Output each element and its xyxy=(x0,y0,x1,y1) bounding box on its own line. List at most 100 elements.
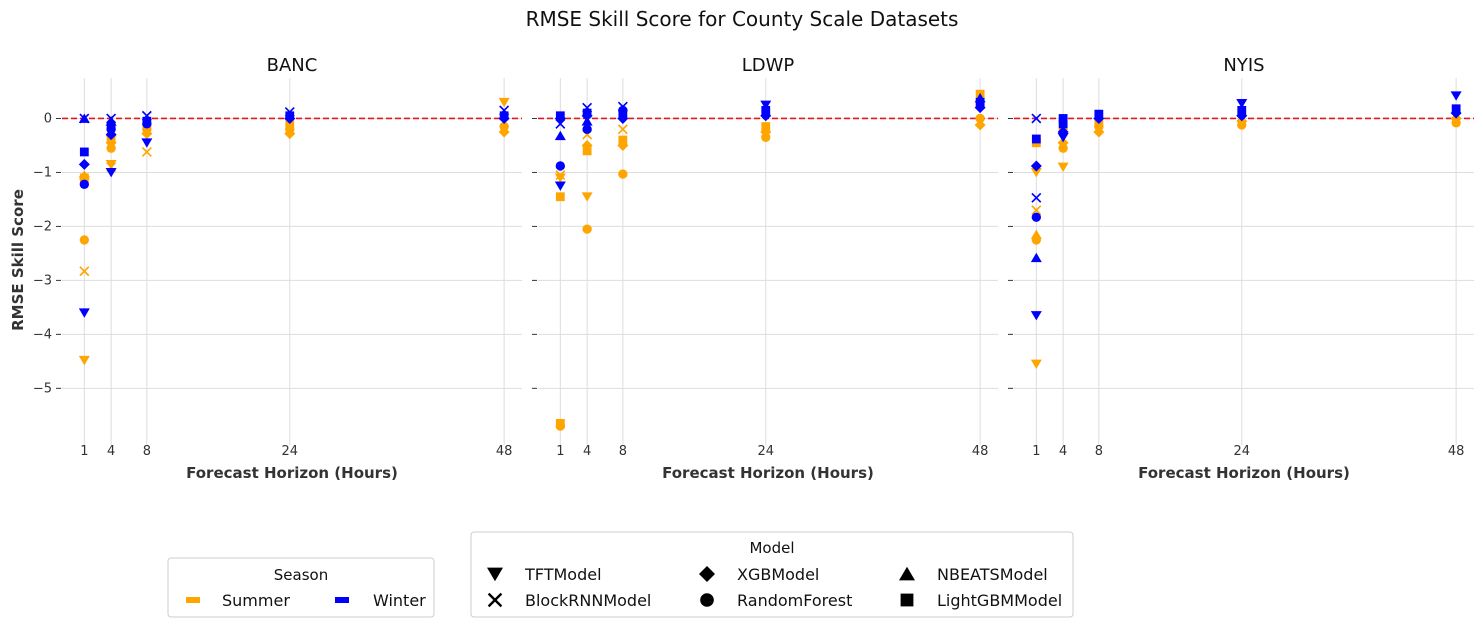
x-axis-label: Forecast Horizon (Hours) xyxy=(186,464,398,482)
data-point-randomforest xyxy=(1031,212,1042,222)
panel-title: LDWP xyxy=(742,55,795,76)
season-legend-label: Winter xyxy=(373,591,426,610)
data-point-blockrnnmodel xyxy=(582,102,593,113)
x-tick-label: 48 xyxy=(496,444,513,459)
data-point-xgbmodel xyxy=(78,158,90,170)
y-tick-label: −5 xyxy=(33,381,52,396)
data-point-lightgbmmodel xyxy=(1031,134,1041,144)
x-tick-label: 4 xyxy=(583,444,591,459)
data-point-xgbmodel xyxy=(1057,137,1069,149)
data-point-nbeatsmodel xyxy=(1030,252,1042,263)
y-tick-label: 0 xyxy=(44,111,52,126)
data-point-lightgbmmodel xyxy=(761,105,771,115)
data-point-randomforest xyxy=(582,124,592,134)
season-legend-entries: Summer Winter xyxy=(186,591,426,610)
x-tick-label: 24 xyxy=(281,444,298,459)
data-point-nbeatsmodel xyxy=(554,130,566,141)
legend-marker-tftmodel xyxy=(487,567,503,582)
data-point-lightgbmmodel xyxy=(1058,119,1068,129)
data-point-tftmodel xyxy=(581,192,593,202)
data-point-xgbmodel xyxy=(1030,160,1042,172)
data-point-lightgbmmodel xyxy=(499,111,509,121)
data-point-randomforest xyxy=(555,421,566,431)
data-point-randomforest xyxy=(582,224,592,234)
data-point-randomforest xyxy=(79,235,90,245)
y-axis-label: RMSE Skill Score xyxy=(9,189,27,331)
data-point-tftmodel xyxy=(1057,162,1069,173)
data-point-blockrnnmodel xyxy=(106,113,117,124)
x-tick-label: 8 xyxy=(1095,444,1103,459)
y-tick-label: −2 xyxy=(33,219,52,234)
data-point-randomforest xyxy=(499,121,509,132)
panel-title: BANC xyxy=(267,55,318,76)
data-point-lightgbmmodel xyxy=(555,192,565,202)
legend-marker-xgbmodel xyxy=(699,566,715,582)
legend-marker-nbeatsmodel xyxy=(899,566,915,581)
season-legend-frame xyxy=(167,557,435,618)
data-point-blockrnnmodel xyxy=(499,105,510,116)
data-point-nbeatsmodel xyxy=(1030,229,1042,239)
legend-marker-blockrnnmodel xyxy=(487,592,503,608)
data-point-lightgbmmodel xyxy=(285,111,295,121)
data-point-nbeatsmodel xyxy=(78,170,90,180)
x-tick-label: 4 xyxy=(107,444,115,459)
data-point-lightgbmmodel xyxy=(555,111,565,121)
data-point-randomforest xyxy=(79,179,90,189)
data-point-randomforest xyxy=(618,169,628,179)
season-legend: Season Summer Winter xyxy=(167,557,435,618)
data-point-blockrnnmodel xyxy=(617,124,628,135)
x-axis-label: Forecast Horizon (Hours) xyxy=(1138,464,1350,482)
data-point-lightgbmmodel xyxy=(618,135,628,145)
model-legend-label: NBEATSModel xyxy=(937,565,1048,584)
x-tick-label: 1 xyxy=(556,444,564,459)
data-point-tftmodel xyxy=(1236,98,1248,109)
data-point-tftmodel xyxy=(1030,359,1042,369)
x-tick-label: 8 xyxy=(619,444,627,459)
chart-title: RMSE Skill Score for County Scale Datase… xyxy=(526,7,959,31)
data-point-tftmodel xyxy=(1030,168,1042,178)
data-point-lightgbmmodel xyxy=(1094,109,1104,119)
data-point-lightgbmmodel xyxy=(142,116,152,126)
model-legend-entries: TFTModel XGBModel NBEATSModel BlockRNNModel… xyxy=(487,565,1062,610)
legend-marker-lightgbmmodel xyxy=(900,593,914,607)
data-point-nbeatsmodel xyxy=(974,93,986,103)
data-point-blockrnnmodel xyxy=(141,146,152,157)
data-point-lightgbmmodel xyxy=(582,108,592,118)
data-point-lightgbmmodel xyxy=(106,122,116,131)
data-point-lightgbmmodel xyxy=(79,147,89,157)
data-point-tftmodel xyxy=(1450,91,1462,101)
panel-title: NYIS xyxy=(1223,55,1264,76)
data-point-randomforest xyxy=(975,113,985,124)
data-point-nbeatsmodel xyxy=(105,116,117,126)
data-point-tftmodel xyxy=(760,100,772,110)
data-point-tftmodel xyxy=(554,181,566,191)
x-tick-label: 48 xyxy=(972,444,989,459)
data-point-tftmodel xyxy=(105,168,117,178)
x-tick-label: 48 xyxy=(1448,444,1465,459)
x-tick-label: 24 xyxy=(1233,444,1250,459)
data-point-blockrnnmodel xyxy=(1031,192,1042,203)
season-legend-label: Summer xyxy=(222,591,290,610)
season-swatch-summer xyxy=(186,597,200,603)
data-point-xgbmodel xyxy=(498,126,510,138)
season-legend-title: Season xyxy=(274,566,328,584)
y-tick-label: −1 xyxy=(33,165,52,180)
data-point-blockrnnmodel xyxy=(617,101,628,112)
data-point-lightgbmmodel xyxy=(1237,105,1247,115)
data-point-blockrnnmodel xyxy=(79,113,90,124)
model-legend-label: RandomForest xyxy=(737,591,852,610)
x-tick-label: 8 xyxy=(143,444,151,459)
model-legend-label: XGBModel xyxy=(737,565,819,584)
data-point-tftmodel xyxy=(105,159,117,170)
data-point-blockrnnmodel xyxy=(141,110,152,121)
data-point-tftmodel xyxy=(554,173,566,183)
data-point-blockrnnmodel xyxy=(284,107,295,117)
y-tick-label: −4 xyxy=(33,327,52,342)
data-point-tftmodel xyxy=(141,138,153,148)
x-tick-label: 1 xyxy=(1032,444,1040,459)
data-point-xgbmodel xyxy=(581,139,593,151)
